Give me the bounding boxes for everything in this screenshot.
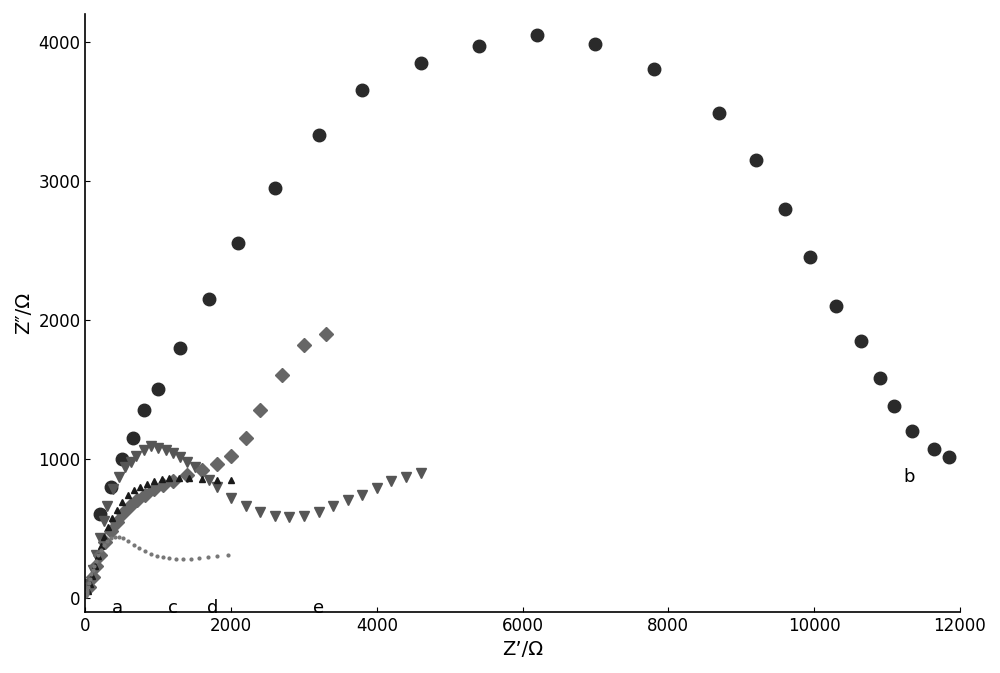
Text: e: e — [313, 599, 324, 617]
Text: d: d — [207, 599, 219, 617]
Text: c: c — [168, 599, 178, 617]
X-axis label: Z’/Ω: Z’/Ω — [502, 640, 543, 659]
Text: a: a — [112, 599, 123, 617]
Y-axis label: Z″/Ω: Z″/Ω — [14, 291, 33, 334]
Text: b: b — [903, 468, 914, 486]
